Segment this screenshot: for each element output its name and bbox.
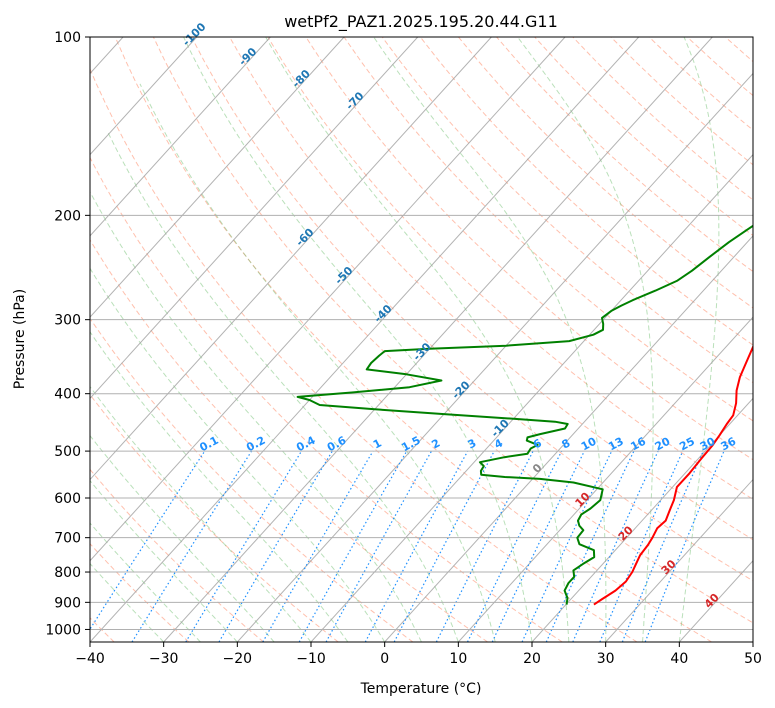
pressure-grid <box>90 37 753 630</box>
y-axis-label: Pressure (hPa) <box>12 289 28 389</box>
y-tick-label: 500 <box>54 444 81 460</box>
dry-adiabat <box>191 37 753 582</box>
moist-adiabat <box>90 267 386 642</box>
mixing-ratio-line <box>644 450 725 642</box>
x-tick-label: 10 <box>449 651 467 667</box>
mixing-ratio-label: 20 <box>653 435 673 454</box>
isotherm <box>90 37 492 481</box>
isotherm <box>531 397 753 642</box>
x-tick-label: 30 <box>597 651 615 667</box>
mixing-ratio-line <box>599 450 684 642</box>
y-tick-label: 400 <box>54 387 81 403</box>
isotherm <box>457 316 753 642</box>
dry-adiabat <box>90 238 488 642</box>
x-tick-label: −20 <box>223 651 253 667</box>
mixing-ratio-label: 13 <box>606 435 626 454</box>
x-tick-label: 0 <box>380 651 389 667</box>
y-tick-label: 700 <box>54 531 81 547</box>
y-tick-label: 600 <box>54 491 81 507</box>
dewpoint-profile <box>296 224 753 605</box>
isotherm <box>90 37 566 562</box>
dry-adiabat <box>90 156 563 642</box>
mixing-ratio-line <box>621 450 704 642</box>
mixing-ratio-label: 16 <box>628 435 648 454</box>
mixing-ratio-line <box>90 450 206 631</box>
y-tick-label: 1000 <box>45 622 81 638</box>
moist-adiabat <box>90 434 275 642</box>
moist-adiabat <box>517 37 654 642</box>
moist-adiabat <box>183 37 533 642</box>
dry-adiabat <box>229 37 753 541</box>
y-tick-label: 100 <box>54 30 81 46</box>
x-axis-ticks: −40 −30 −20 −10 0 10 20 30 40 50 <box>75 642 762 667</box>
isotherm <box>90 37 271 237</box>
mixing-ratio-line <box>435 450 534 642</box>
y-tick-label: 200 <box>54 208 81 224</box>
dry-adiabat <box>114 37 712 642</box>
mixing-ratio-line <box>185 450 303 642</box>
dry-adiabat <box>419 37 753 346</box>
mixing-ratio-line <box>466 450 563 642</box>
profiles <box>296 224 753 606</box>
mixing-ratio-label: 10 <box>579 435 599 454</box>
dry-adiabat <box>90 67 638 642</box>
dry-adiabat <box>343 37 753 422</box>
isotherm <box>90 37 419 400</box>
isotherm <box>236 72 753 642</box>
dry-adiabat <box>458 37 753 309</box>
isotherm <box>90 37 345 318</box>
isotherm <box>90 37 198 156</box>
mixing-ratio-label: 25 <box>677 435 697 454</box>
dry-adiabat <box>305 37 753 461</box>
dry-adiabat <box>152 37 753 624</box>
moist-adiabat <box>90 385 312 642</box>
x-tick-label: 50 <box>744 651 762 667</box>
plot-frame <box>89 36 754 643</box>
mixing-ratio-line <box>325 450 433 642</box>
x-tick-label: −10 <box>296 651 326 667</box>
x-axis-label: Temperature (°C) <box>360 681 482 697</box>
isotherm <box>310 153 753 642</box>
moist-adiabat <box>90 562 165 642</box>
background-lines <box>90 37 753 642</box>
mixing-ratio-line <box>298 450 408 642</box>
isotherm <box>163 37 713 642</box>
isotherm <box>605 478 753 642</box>
moist-adiabat <box>265 37 570 642</box>
moist-adiabat <box>139 83 496 642</box>
x-tick-label: −30 <box>149 651 179 667</box>
x-tick-label: 40 <box>670 651 688 667</box>
mixing-ratio-line <box>572 450 659 642</box>
x-tick-label: −40 <box>75 651 105 667</box>
y-tick-label: 800 <box>54 565 81 581</box>
moist-adiabat <box>373 37 607 642</box>
moist-adiabat <box>90 190 422 642</box>
mixing-ratio-label: 36 <box>719 435 739 454</box>
mixing-ratio-label: 30 <box>698 435 718 454</box>
y-tick-label: 300 <box>54 313 81 329</box>
moist-adiabat <box>678 37 720 642</box>
y-axis-ticks: 100 200 300 400 500 600 700 800 900 1000 <box>45 30 90 638</box>
temperature-profile <box>593 344 753 606</box>
isotherm <box>90 37 640 642</box>
isotherm <box>384 235 753 642</box>
chart-title: wetPf2_PAZ1.2025.195.20.44.G11 <box>284 12 558 32</box>
y-tick-label: 900 <box>54 595 81 611</box>
x-tick-label: 20 <box>523 651 541 667</box>
mixing-ratio-line <box>364 450 469 642</box>
